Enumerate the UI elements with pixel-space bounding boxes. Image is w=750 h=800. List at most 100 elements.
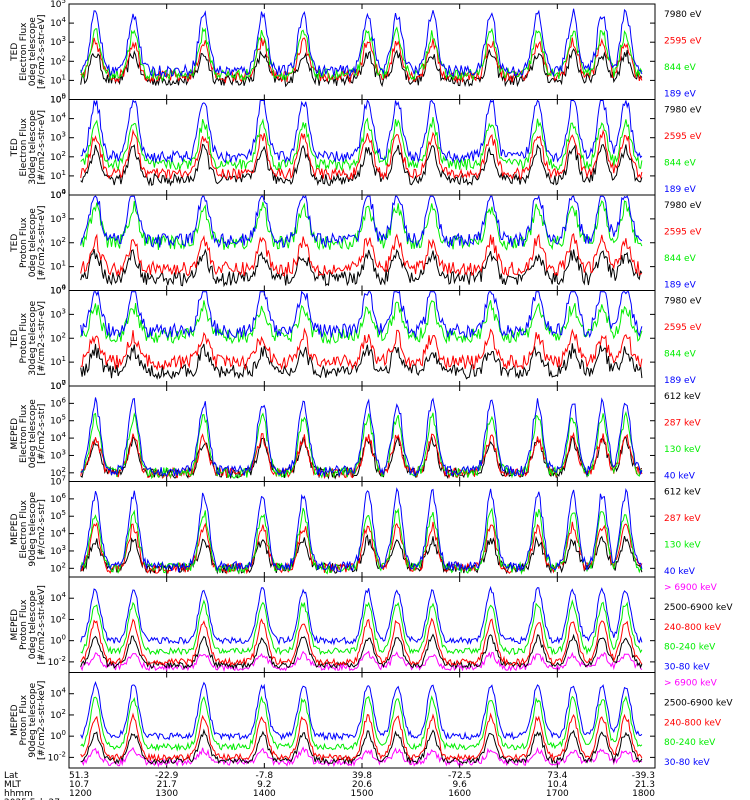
y-tick-label: 104 <box>50 188 66 201</box>
series-line <box>80 8 643 78</box>
panel-7: MEPEDProton Flux0deg telescope[#/cm2-s-s… <box>10 576 733 673</box>
series-line <box>80 585 643 646</box>
y-tick-label: 100 <box>50 634 66 647</box>
y-tick-label: 100 <box>50 284 66 297</box>
legend-entry: > 6900 keV <box>664 679 718 689</box>
series-line <box>80 633 643 670</box>
y-tick-label: 104 <box>50 687 66 700</box>
legend-entry: 287 keV <box>664 514 701 524</box>
y-tick-label: 101 <box>50 73 66 86</box>
date-label: 2025 Feb 27 <box>4 798 60 800</box>
panel-frame <box>68 672 656 769</box>
y-tick-label: 103 <box>50 212 66 225</box>
legend-entry: 2500-6900 keV <box>664 603 733 613</box>
y-tick-label: 102 <box>50 612 66 625</box>
y-tick-label: 105 <box>50 0 66 10</box>
legend-entry: 844 eV <box>664 159 697 169</box>
y-tick-label: 10-2 <box>48 655 66 668</box>
legend-entry: 844 eV <box>664 63 697 73</box>
y-tick-label: 100 <box>50 379 66 392</box>
legend-entry: 189 eV <box>664 281 697 291</box>
series-line <box>80 435 643 480</box>
x-tick-label: -7.8 <box>256 771 274 781</box>
x-tick-label: 21.7 <box>157 780 177 790</box>
x-row-label: hhmm <box>4 789 33 799</box>
x-tick-label: 20.6 <box>352 780 372 790</box>
series-line <box>80 233 643 277</box>
y-tick-label: 10-2 <box>48 750 66 763</box>
y-tick-label: 101 <box>50 169 66 182</box>
y-tick-label: 102 <box>50 150 66 163</box>
x-row-label: Lat <box>4 771 19 781</box>
panel-5: MEPEDElectron Flux0deg telescope[#/cm2-s… <box>10 385 701 482</box>
y-tick-label: 103 <box>50 448 66 461</box>
legend-entry: 7980 eV <box>664 106 702 116</box>
legend-entry: 80-240 keV <box>664 643 716 653</box>
x-tick-label: 51.3 <box>69 771 89 781</box>
y-axis-label: MEPEDProton Flux0deg telescope[#/cm2-s-s… <box>10 585 47 664</box>
y-tick-label: 104 <box>50 431 66 444</box>
legend-entry: 40 keV <box>664 472 696 482</box>
legend-entry: 844 eV <box>664 254 697 264</box>
y-tick-label: 101 <box>50 355 66 368</box>
series-line <box>80 128 643 181</box>
y-tick-label: 104 <box>50 16 66 29</box>
y-tick-label: 104 <box>50 284 66 297</box>
series-line <box>80 194 643 248</box>
series-line <box>80 650 643 673</box>
x-tick-label: 1600 <box>448 789 471 799</box>
y-tick-label: 101 <box>50 260 66 273</box>
legend-entry: 240-800 keV <box>664 718 722 728</box>
y-axis-label: MEPEDProton Flux90deg telescope[#/cm2-s-… <box>10 681 47 760</box>
y-tick-label: 103 <box>50 307 66 320</box>
series-line <box>80 712 643 763</box>
legend-entry: > 6900 keV <box>664 583 718 593</box>
legend-entry: 189 eV <box>664 185 697 195</box>
legend-entry: 844 eV <box>664 350 697 360</box>
series-line <box>80 695 643 752</box>
y-tick-label: 100 <box>50 729 66 742</box>
y-axis-label: MEPEDElectron Flux0deg telescope[#/cm2-s… <box>10 399 47 469</box>
y-axis-label: TEDProton Flux30deg telescope[#/cm2-s-st… <box>10 300 47 375</box>
x-tick-label: 1500 <box>351 789 374 799</box>
series-line <box>80 99 643 164</box>
series-line <box>80 728 643 766</box>
x-tick-label: -39.3 <box>632 771 655 781</box>
legend-entry: 7980 eV <box>664 201 702 211</box>
panel-3: TEDProton Flux0deg telescope[#/cm2-s-str… <box>10 194 702 291</box>
y-tick-label: 103 <box>50 131 66 144</box>
y-tick-label: 106 <box>50 492 66 505</box>
legend-entry: 189 eV <box>664 376 697 386</box>
y-tick-label: 107 <box>50 379 66 392</box>
series-line <box>80 48 643 88</box>
legend-entry: 612 keV <box>664 488 701 498</box>
x-tick-label: 39.8 <box>352 771 372 781</box>
panel-4: TEDProton Flux30deg telescope[#/cm2-s-st… <box>10 289 702 387</box>
x-tick-label: 73.4 <box>547 771 567 781</box>
legend-entry: 612 keV <box>664 392 701 402</box>
series-line <box>80 617 643 667</box>
x-tick-label: 1300 <box>155 789 178 799</box>
y-tick-label: 105 <box>50 93 66 106</box>
legend-entry: 80-240 keV <box>664 738 716 748</box>
y-tick-label: 102 <box>50 708 66 721</box>
x-tick-label: 9.2 <box>257 780 271 790</box>
legend-entry: 7980 eV <box>664 10 702 20</box>
legend-entry: 2595 eV <box>664 37 702 47</box>
y-tick-label: 106 <box>50 396 66 409</box>
x-tick-label: 9.6 <box>453 780 468 790</box>
legend-entry: 30-80 keV <box>664 663 710 673</box>
y-tick-label: 102 <box>50 561 66 574</box>
y-tick-label: 102 <box>50 236 66 249</box>
series-line <box>80 248 643 288</box>
legend-entry: 240-800 keV <box>664 623 722 633</box>
legend-entry: 287 keV <box>664 419 701 429</box>
x-tick-label: 1800 <box>632 789 655 799</box>
x-row-label: MLT <box>4 780 22 790</box>
y-tick-label: 100 <box>50 93 66 106</box>
series-line <box>80 487 643 573</box>
y-tick-label: 104 <box>50 527 66 540</box>
y-tick-label: 104 <box>50 591 66 604</box>
y-tick-label: 102 <box>50 331 66 344</box>
